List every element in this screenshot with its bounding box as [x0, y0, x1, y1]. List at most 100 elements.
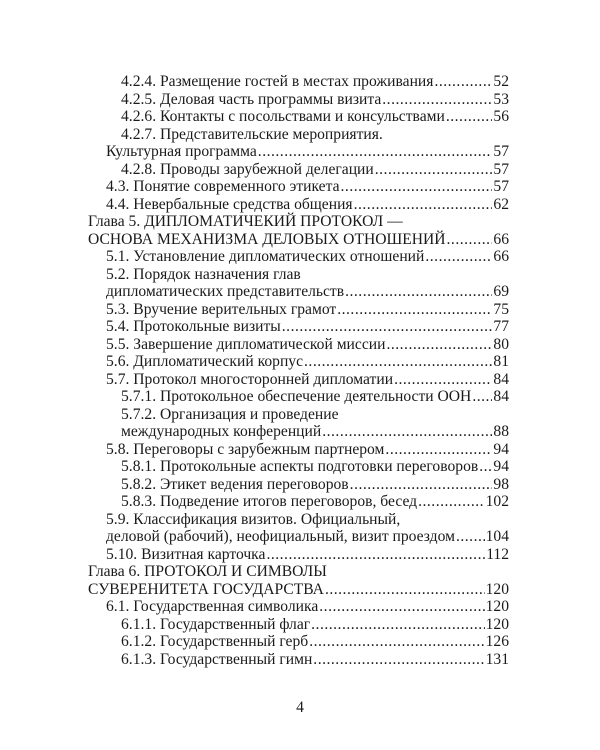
- dot-leader: [322, 423, 492, 441]
- toc-entry-text: 4.3. Понятие современного этикета: [106, 178, 340, 195]
- toc-entry-text: 4.2.6. Контакты с посольствами и консуль…: [121, 108, 445, 125]
- dot-leader: [350, 476, 493, 494]
- toc-entry-text: 5.8. Переговоры с зарубежным партнером: [106, 440, 385, 458]
- toc-entry-page: 98: [493, 475, 509, 493]
- toc-entry-page: 57: [493, 143, 509, 160]
- toc-entry: 5.8.2. Этикет ведения переговоров 98: [0, 476, 600, 494]
- toc-entry-text: Глава 5. ДИПЛОМАТИЧЕКИЙ ПРОТОКОЛ —: [88, 213, 403, 230]
- dot-leader: [309, 633, 484, 651]
- toc-entry-title: 5.1. Установление дипломатических отноше…: [0, 248, 509, 266]
- toc-entry: 6.1.2. Государственный герб 126: [0, 633, 600, 651]
- toc-entry-page: 131: [485, 650, 509, 668]
- toc-entry-title: 5.8.3. Подведение итогов переговоров, бе…: [0, 493, 509, 511]
- toc-entry-text: 4.4. Невербальные средства общения: [106, 195, 353, 213]
- toc-entry-text: 5.4. Протокольные визиты: [106, 318, 281, 335]
- toc-entry: 4.2.5. Деловая часть программы визита 53: [0, 91, 600, 109]
- toc-entry-page: 66: [493, 230, 509, 248]
- toc-entry-page: 77: [493, 318, 509, 335]
- toc-entry-page: 112: [486, 545, 509, 563]
- toc-entry: 6.1.3. Государственный гимн 131: [0, 651, 600, 669]
- toc-entry-text: 5.2. Порядок назначения глав: [106, 265, 301, 283]
- dot-leader: [354, 196, 493, 214]
- toc-entry-page: 53: [493, 90, 509, 108]
- toc-entry: 6.1. Государственная символика 120: [0, 598, 600, 616]
- dot-leader: [337, 301, 492, 319]
- dot-leader: [479, 458, 492, 476]
- toc-entry-text: 4.2.7. Представительские мероприятия.: [121, 125, 383, 143]
- toc-entry-title: 5.8.1. Протокольные аспекты подготовки п…: [0, 458, 509, 476]
- toc-entry-title: 5.2. Порядок назначения глав: [0, 266, 509, 284]
- toc-entry-title: 5.7. Протокол многосторонней дипломатии 8…: [0, 371, 509, 389]
- toc-entry-text: 6.1. Государственная символика: [106, 598, 319, 615]
- toc-entry-page: 69: [493, 283, 509, 300]
- toc-entry-text: СУВЕРЕНИТЕТА ГОСУДАРСТВА: [88, 580, 324, 598]
- toc-entry-title: 5.6. Дипломатический корпус 81: [0, 353, 509, 371]
- dot-leader: [456, 528, 485, 546]
- toc-entry-text: 6.1.3. Государственный гимн: [121, 650, 313, 668]
- toc-entry-title: 6.1. Государственная символика 120: [0, 598, 509, 616]
- toc-entry-text: международных конференций: [121, 423, 322, 440]
- toc-entry-text: деловой (рабочий), неофициальный, визит …: [106, 528, 455, 545]
- toc-entry-page: 94: [493, 458, 509, 475]
- dot-leader: [385, 441, 492, 459]
- toc-entry-text: 5.6. Дипломатический корпус: [106, 353, 304, 370]
- toc-entry-title: 5.7.2. Организация и проведение: [0, 406, 509, 424]
- toc-entry: 5.7.1. Протокольное обеспечение деятельн…: [0, 388, 600, 406]
- toc-entry-text: 5.5. Завершение дипломатической миссии: [106, 335, 386, 353]
- dot-leader: [375, 161, 493, 179]
- toc-entry-page: 56: [493, 108, 509, 125]
- toc-entry: 4.2.8. Проводы зарубежной делегации 57: [0, 161, 600, 179]
- dot-leader: [434, 73, 492, 91]
- toc-entry-title: 5.7.1. Протокольное обеспечение деятельн…: [0, 388, 509, 406]
- dot-leader: [446, 108, 493, 126]
- toc-entry-page: 75: [493, 300, 509, 318]
- toc-entry-title-continuation: деловой (рабочий), неофициальный, визит …: [0, 528, 509, 546]
- toc-entry-title: 6.1.1. Государственный флаг 120: [0, 616, 509, 634]
- toc-entry-title: 4.2.5. Деловая часть программы визита 53: [0, 91, 509, 109]
- toc-entry-page: 120: [485, 598, 509, 615]
- toc-entry-text: 5.7.2. Организация и проведение: [121, 405, 339, 423]
- toc-entry-title: 5.9. Классификация визитов. Официальный,: [0, 511, 509, 529]
- toc-entry: 6.1.1. Государственный флаг 120: [0, 616, 600, 634]
- toc-entry-text: 5.8.2. Этикет ведения переговоров: [121, 475, 349, 493]
- dot-leader: [447, 231, 493, 249]
- toc-entry-page: 80: [493, 335, 509, 353]
- toc-entry-page: 126: [485, 633, 509, 650]
- toc-entry-title: Глава 5. ДИПЛОМАТИЧЕКИЙ ПРОТОКОЛ —: [0, 213, 509, 231]
- toc-entry-title: 5.3. Вручение верительных грамот 75: [0, 301, 509, 319]
- dot-leader: [341, 178, 493, 196]
- toc-entry-text: 5.7. Протокол многосторонней дипломатии: [106, 370, 394, 388]
- toc-entry-title-continuation: Культурная программа 57: [0, 143, 509, 161]
- toc-entry: 5.9. Классификация визитов. Официальный,…: [0, 511, 600, 546]
- toc-entry-text: 6.1.1. Государственный флаг: [121, 615, 311, 633]
- toc-entry: 5.1. Установление дипломатических отноше…: [0, 248, 600, 266]
- toc-entry-title: 5.10. Визитная карточка 112: [0, 546, 509, 564]
- toc-entry-title: 5.4. Протокольные визиты 77: [0, 318, 509, 336]
- dot-leader: [472, 388, 492, 406]
- toc-entry-text: ОСНОВА МЕХАНИЗМА ДЕЛОВЫХ ОТНОШЕНИЙ: [88, 230, 446, 248]
- toc-entry-title: 4.2.7. Представительские мероприятия.: [0, 126, 509, 144]
- toc-entry-page: 52: [493, 73, 509, 90]
- toc-entry-text: 4.2.8. Проводы зарубежной делегации: [121, 160, 374, 178]
- toc-entry: 5.8.3. Подведение итогов переговоров, бе…: [0, 493, 600, 511]
- table-of-contents: 4.2.4. Размещение гостей в местах прожив…: [0, 73, 600, 668]
- toc-entry-title: 4.4. Невербальные средства общения 62: [0, 196, 509, 214]
- toc-entry-title: 4.2.8. Проводы зарубежной делегации 57: [0, 161, 509, 179]
- dot-leader: [311, 616, 484, 634]
- toc-entry-title: 6.1.3. Государственный гимн 131: [0, 651, 509, 669]
- toc-entry-title-continuation: международных конференций 88: [0, 423, 509, 441]
- dot-leader: [304, 353, 492, 371]
- dot-leader: [319, 598, 484, 616]
- toc-entry: 5.2. Порядок назначения глав дипломатичес…: [0, 266, 600, 301]
- dot-leader: [394, 371, 492, 389]
- toc-entry: 5.8. Переговоры с зарубежным партнером 94: [0, 441, 600, 459]
- toc-entry-page: 84: [493, 388, 509, 405]
- toc-entry: 5.6. Дипломатический корпус 81: [0, 353, 600, 371]
- toc-entry-title: 4.2.4. Размещение гостей в местах прожив…: [0, 73, 509, 91]
- toc-entry-page: 94: [493, 440, 509, 458]
- toc-entry-page: 66: [493, 248, 509, 265]
- toc-entry-text: 5.7.1. Протокольное обеспечение деятельн…: [121, 388, 472, 405]
- toc-entry-text: 5.1. Установление дипломатических отноше…: [106, 248, 425, 265]
- toc-entry-text: 5.8.3. Подведение итогов переговоров, бе…: [121, 493, 418, 510]
- toc-entry: 5.5. Завершение дипломатической миссии 80: [0, 336, 600, 354]
